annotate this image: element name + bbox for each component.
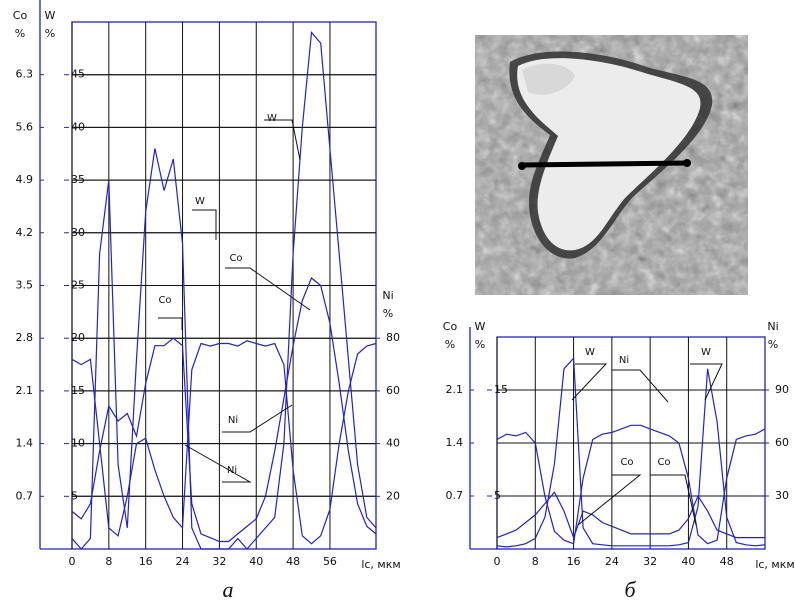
y2-tick-label: 30: [775, 489, 789, 502]
series-annotation: Ni: [227, 465, 237, 476]
x-tick-label: 32: [212, 555, 226, 568]
axis-title: W: [45, 9, 56, 22]
y2-tick-label: 60: [386, 384, 400, 397]
axis-title: W: [475, 320, 486, 333]
x-tick-label: 16: [567, 555, 581, 568]
x-tick-label: 32: [643, 555, 657, 568]
leader-line: [225, 267, 311, 311]
x-tick-label: 56: [323, 555, 337, 568]
x-tick-label: 40: [681, 555, 695, 568]
leader-line: [571, 363, 608, 401]
leader-line: [612, 369, 669, 403]
y3-tick-label: 3.5: [16, 279, 34, 292]
y3-tick-label: 4.9: [16, 173, 34, 186]
series-annotation: W: [701, 347, 711, 358]
y3-tick-label: 5.6: [16, 120, 34, 133]
axis-title: Ni: [382, 289, 393, 302]
leader-line: [192, 209, 217, 240]
series-annotation: Co: [620, 457, 633, 468]
series-annotation: W: [585, 347, 595, 358]
series-line: [71, 340, 377, 545]
axis-unit: %: [383, 307, 393, 320]
x-tick-label: 24: [605, 555, 619, 568]
x-tick-label: 16: [139, 555, 153, 568]
axis-unit: %: [475, 338, 485, 351]
series-annotation: Ni: [619, 355, 629, 366]
y2-tick-label: 60: [775, 436, 789, 449]
panel-label: б: [624, 577, 636, 602]
series-line: [496, 356, 766, 548]
x-tick-label: 0: [69, 555, 76, 568]
x-tick-label: 24: [176, 555, 190, 568]
y-tick-label: 40: [71, 120, 85, 133]
x-axis-title: lc, мкм: [361, 558, 400, 571]
leader-line: [577, 474, 642, 526]
y2-tick-label: 40: [386, 437, 400, 450]
panel-label: а: [223, 577, 234, 602]
series-annotation: Ni: [228, 415, 238, 426]
x-tick-label: 8: [105, 555, 112, 568]
x-tick-label: 8: [532, 555, 539, 568]
series-annotation: Co: [158, 295, 171, 306]
y3-tick-label: 2.1: [446, 383, 464, 396]
y3-tick-label: 1.4: [446, 436, 464, 449]
series-line: [71, 277, 377, 543]
x-axis-title: lc, мкм: [755, 558, 794, 571]
axis-unit: %: [768, 338, 778, 351]
leader-line: [650, 474, 697, 526]
leader-line: [158, 317, 183, 330]
series-line: [71, 31, 377, 550]
x-tick-label: 48: [720, 555, 734, 568]
axis-unit: %: [15, 27, 25, 40]
series-line: [496, 424, 766, 545]
series-annotation: W: [267, 113, 277, 124]
y3-tick-label: 2.8: [16, 331, 34, 344]
y3-tick-label: 2.1: [16, 384, 34, 397]
leader-line: [184, 444, 252, 483]
axis-title: Co: [13, 9, 28, 22]
series-annotation: W: [195, 196, 205, 207]
y3-tick-label: 0.7: [16, 489, 34, 502]
y2-tick-label: 80: [386, 331, 400, 344]
y3-tick-label: 0.7: [446, 489, 464, 502]
y3-tick-label: 1.4: [16, 437, 34, 450]
y3-tick-label: 4.2: [16, 226, 34, 239]
leader-line: [222, 404, 293, 433]
micrograph: [475, 35, 748, 295]
series-line: [496, 491, 765, 540]
x-tick-label: 48: [286, 555, 300, 568]
x-tick-label: 40: [249, 555, 263, 568]
leader-line: [264, 119, 301, 161]
y2-tick-label: 20: [386, 489, 400, 502]
series-annotation: Co: [229, 253, 242, 264]
y3-tick-label: 6.3: [16, 68, 34, 81]
axis-unit: %: [445, 338, 455, 351]
y2-tick-label: 90: [775, 383, 789, 396]
x-tick-label: 0: [494, 555, 501, 568]
axis-title: Ni: [767, 320, 778, 333]
series-annotation: Co: [657, 457, 670, 468]
leader-line: [690, 363, 723, 401]
axis-title: Co: [443, 320, 458, 333]
axis-unit: %: [45, 27, 55, 40]
